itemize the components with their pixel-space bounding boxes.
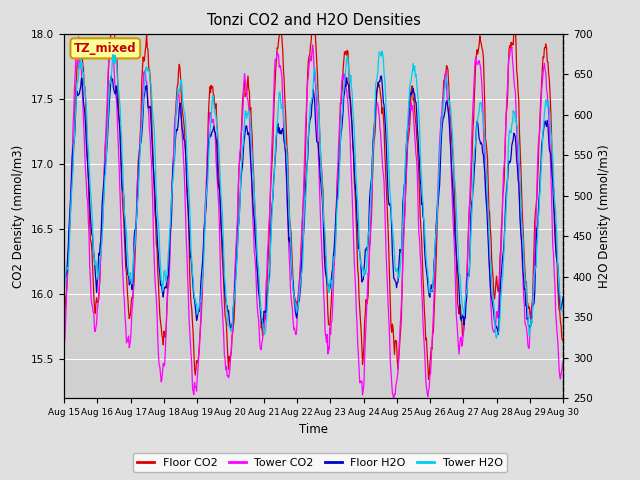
Y-axis label: H2O Density (mmol/m3): H2O Density (mmol/m3) [598,144,611,288]
Title: Tonzi CO2 and H2O Densities: Tonzi CO2 and H2O Densities [207,13,420,28]
Legend: Floor CO2, Tower CO2, Floor H2O, Tower H2O: Floor CO2, Tower CO2, Floor H2O, Tower H… [133,453,507,472]
X-axis label: Time: Time [299,423,328,436]
Y-axis label: CO2 Density (mmol/m3): CO2 Density (mmol/m3) [12,144,26,288]
Text: TZ_mixed: TZ_mixed [74,42,136,55]
